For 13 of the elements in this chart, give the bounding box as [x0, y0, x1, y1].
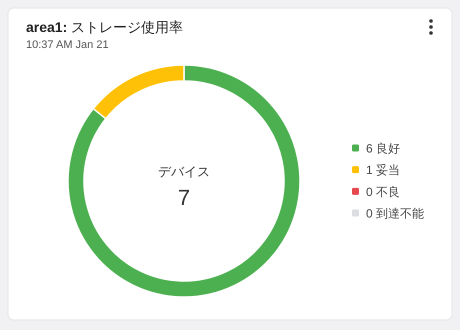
legend-item: 6 良好: [352, 141, 400, 156]
text: 7: [178, 185, 190, 210]
legend-item: 0 不良: [352, 184, 400, 199]
chart-title: area1: ストレージ使用率: [26, 19, 184, 35]
donut-slice: [67, 64, 301, 298]
legend-item: 1 妥当: [352, 163, 400, 178]
legend-label: 0 到達不能: [366, 206, 424, 221]
chart-subtitle: 10:37 AM Jan 21: [26, 39, 109, 51]
legend-label: 0 不良: [366, 184, 400, 199]
text: デバイス: [158, 164, 210, 179]
legend-label: 1 妥当: [366, 163, 400, 178]
legend-item: 0 到達不能: [352, 206, 424, 221]
legend-label: 6 良好: [366, 141, 400, 156]
